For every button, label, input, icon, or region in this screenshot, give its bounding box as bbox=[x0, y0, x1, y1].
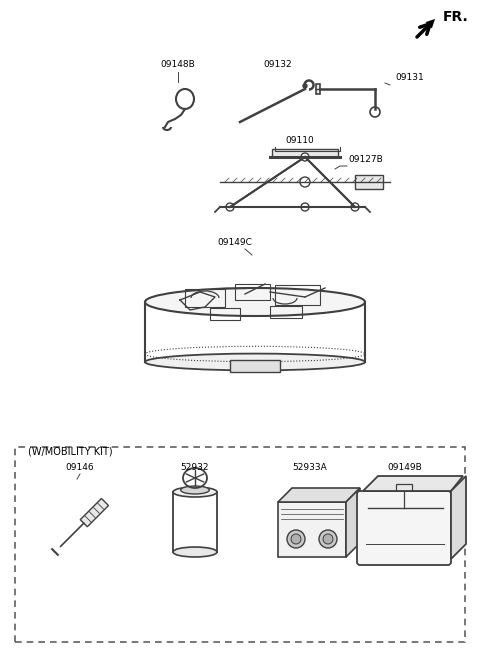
Text: 52933A: 52933A bbox=[293, 463, 327, 472]
Circle shape bbox=[300, 177, 310, 187]
Text: 09149C: 09149C bbox=[217, 238, 252, 247]
Bar bbox=[15, 447, 465, 642]
Bar bbox=[278, 502, 346, 557]
Text: 09132: 09132 bbox=[264, 60, 292, 69]
Text: 09146: 09146 bbox=[66, 463, 94, 472]
Text: FR.: FR. bbox=[443, 10, 469, 24]
Ellipse shape bbox=[180, 486, 209, 494]
Bar bbox=[355, 175, 383, 189]
Polygon shape bbox=[316, 84, 320, 94]
Bar bbox=[210, 308, 240, 320]
Circle shape bbox=[301, 153, 309, 161]
Circle shape bbox=[351, 203, 359, 211]
Circle shape bbox=[291, 534, 301, 544]
Ellipse shape bbox=[173, 487, 217, 497]
Text: 09127B: 09127B bbox=[348, 155, 383, 164]
Circle shape bbox=[226, 203, 234, 211]
Ellipse shape bbox=[145, 353, 365, 371]
Text: 09149B: 09149B bbox=[388, 463, 422, 472]
Bar bbox=[235, 284, 270, 300]
Polygon shape bbox=[278, 488, 360, 502]
Bar bbox=[272, 149, 338, 157]
FancyBboxPatch shape bbox=[357, 491, 451, 565]
Text: 09131: 09131 bbox=[395, 73, 424, 82]
Circle shape bbox=[319, 530, 337, 548]
Polygon shape bbox=[230, 360, 280, 372]
Text: 52932: 52932 bbox=[181, 463, 209, 472]
Circle shape bbox=[303, 84, 307, 88]
Bar bbox=[185, 289, 225, 307]
Circle shape bbox=[301, 203, 309, 211]
Polygon shape bbox=[346, 488, 360, 557]
Text: 09110: 09110 bbox=[286, 136, 314, 145]
Text: 09148B: 09148B bbox=[161, 60, 195, 69]
Bar bbox=[275, 285, 320, 305]
Polygon shape bbox=[80, 499, 108, 527]
Circle shape bbox=[287, 530, 305, 548]
Polygon shape bbox=[363, 476, 463, 491]
Ellipse shape bbox=[145, 288, 365, 316]
Ellipse shape bbox=[173, 547, 217, 557]
Polygon shape bbox=[451, 476, 466, 559]
Circle shape bbox=[323, 534, 333, 544]
Bar bbox=[270, 306, 302, 318]
Text: (W/MOBILITY KIT): (W/MOBILITY KIT) bbox=[28, 447, 113, 457]
